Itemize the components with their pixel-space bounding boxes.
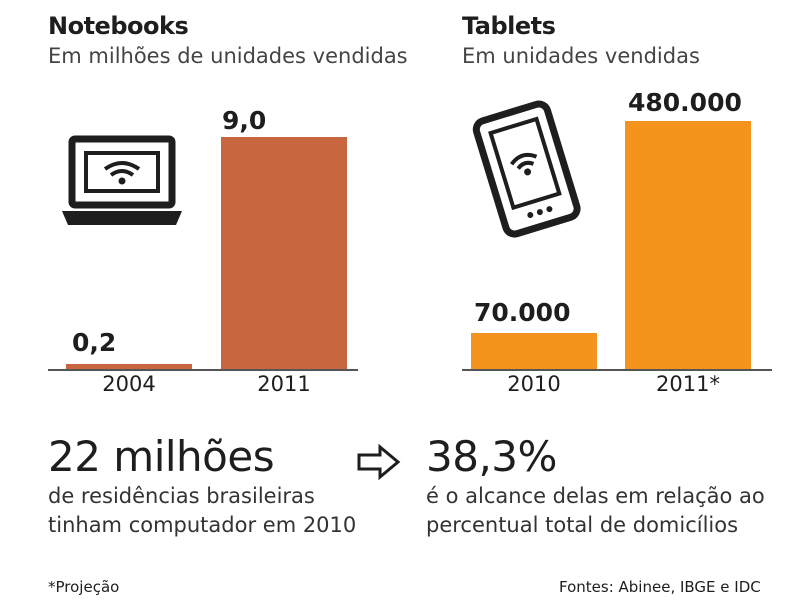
reach-line-2: percentual total de domicílios: [426, 513, 739, 537]
tick-label-2004: 2004: [102, 372, 156, 396]
tablets-baseline: [462, 369, 772, 371]
reach-percentage: 38,3%: [426, 432, 557, 481]
households-count: 22 milhões: [48, 432, 275, 481]
laptop-wifi-icon: [62, 135, 182, 225]
bar-value-2011-projection: 480.000: [628, 88, 742, 117]
bar-2011: [221, 137, 347, 369]
sources: Fontes: Abinee, IBGE e IDC: [559, 578, 761, 596]
arrow-right-icon: [357, 443, 401, 481]
bar-value-2010: 70.000: [474, 298, 571, 327]
notebooks-title: Notebooks: [48, 12, 189, 40]
reach-line-1: é o alcance delas em relação ao: [426, 484, 765, 508]
tablets-subtitle: Em unidades vendidas: [462, 44, 700, 68]
bar-2004: [66, 363, 192, 369]
bar-2011-projection: [625, 121, 751, 369]
tick-label-2010: 2010: [507, 372, 561, 396]
bar-2010: [471, 332, 597, 369]
reach-description: é o alcance delas em relação ao percentu…: [426, 482, 765, 540]
bar-value-2011: 9,0: [222, 106, 267, 135]
households-line-1: de residências brasileiras: [48, 484, 315, 508]
bar-value-2004: 0,2: [72, 328, 117, 357]
tablet-wifi-icon: [472, 100, 581, 238]
households-line-2: tinham computador em 2010: [48, 513, 357, 537]
households-description: de residências brasileiras tinham comput…: [48, 482, 356, 540]
tick-label-2011: 2011: [257, 372, 311, 396]
notebooks-baseline: [48, 369, 358, 371]
tablets-title: Tablets: [462, 12, 556, 40]
footnote: *Projeção: [48, 578, 120, 596]
tick-label-2011-projection: 2011*: [656, 372, 720, 396]
notebooks-subtitle: Em milhões de unidades vendidas: [48, 44, 408, 68]
